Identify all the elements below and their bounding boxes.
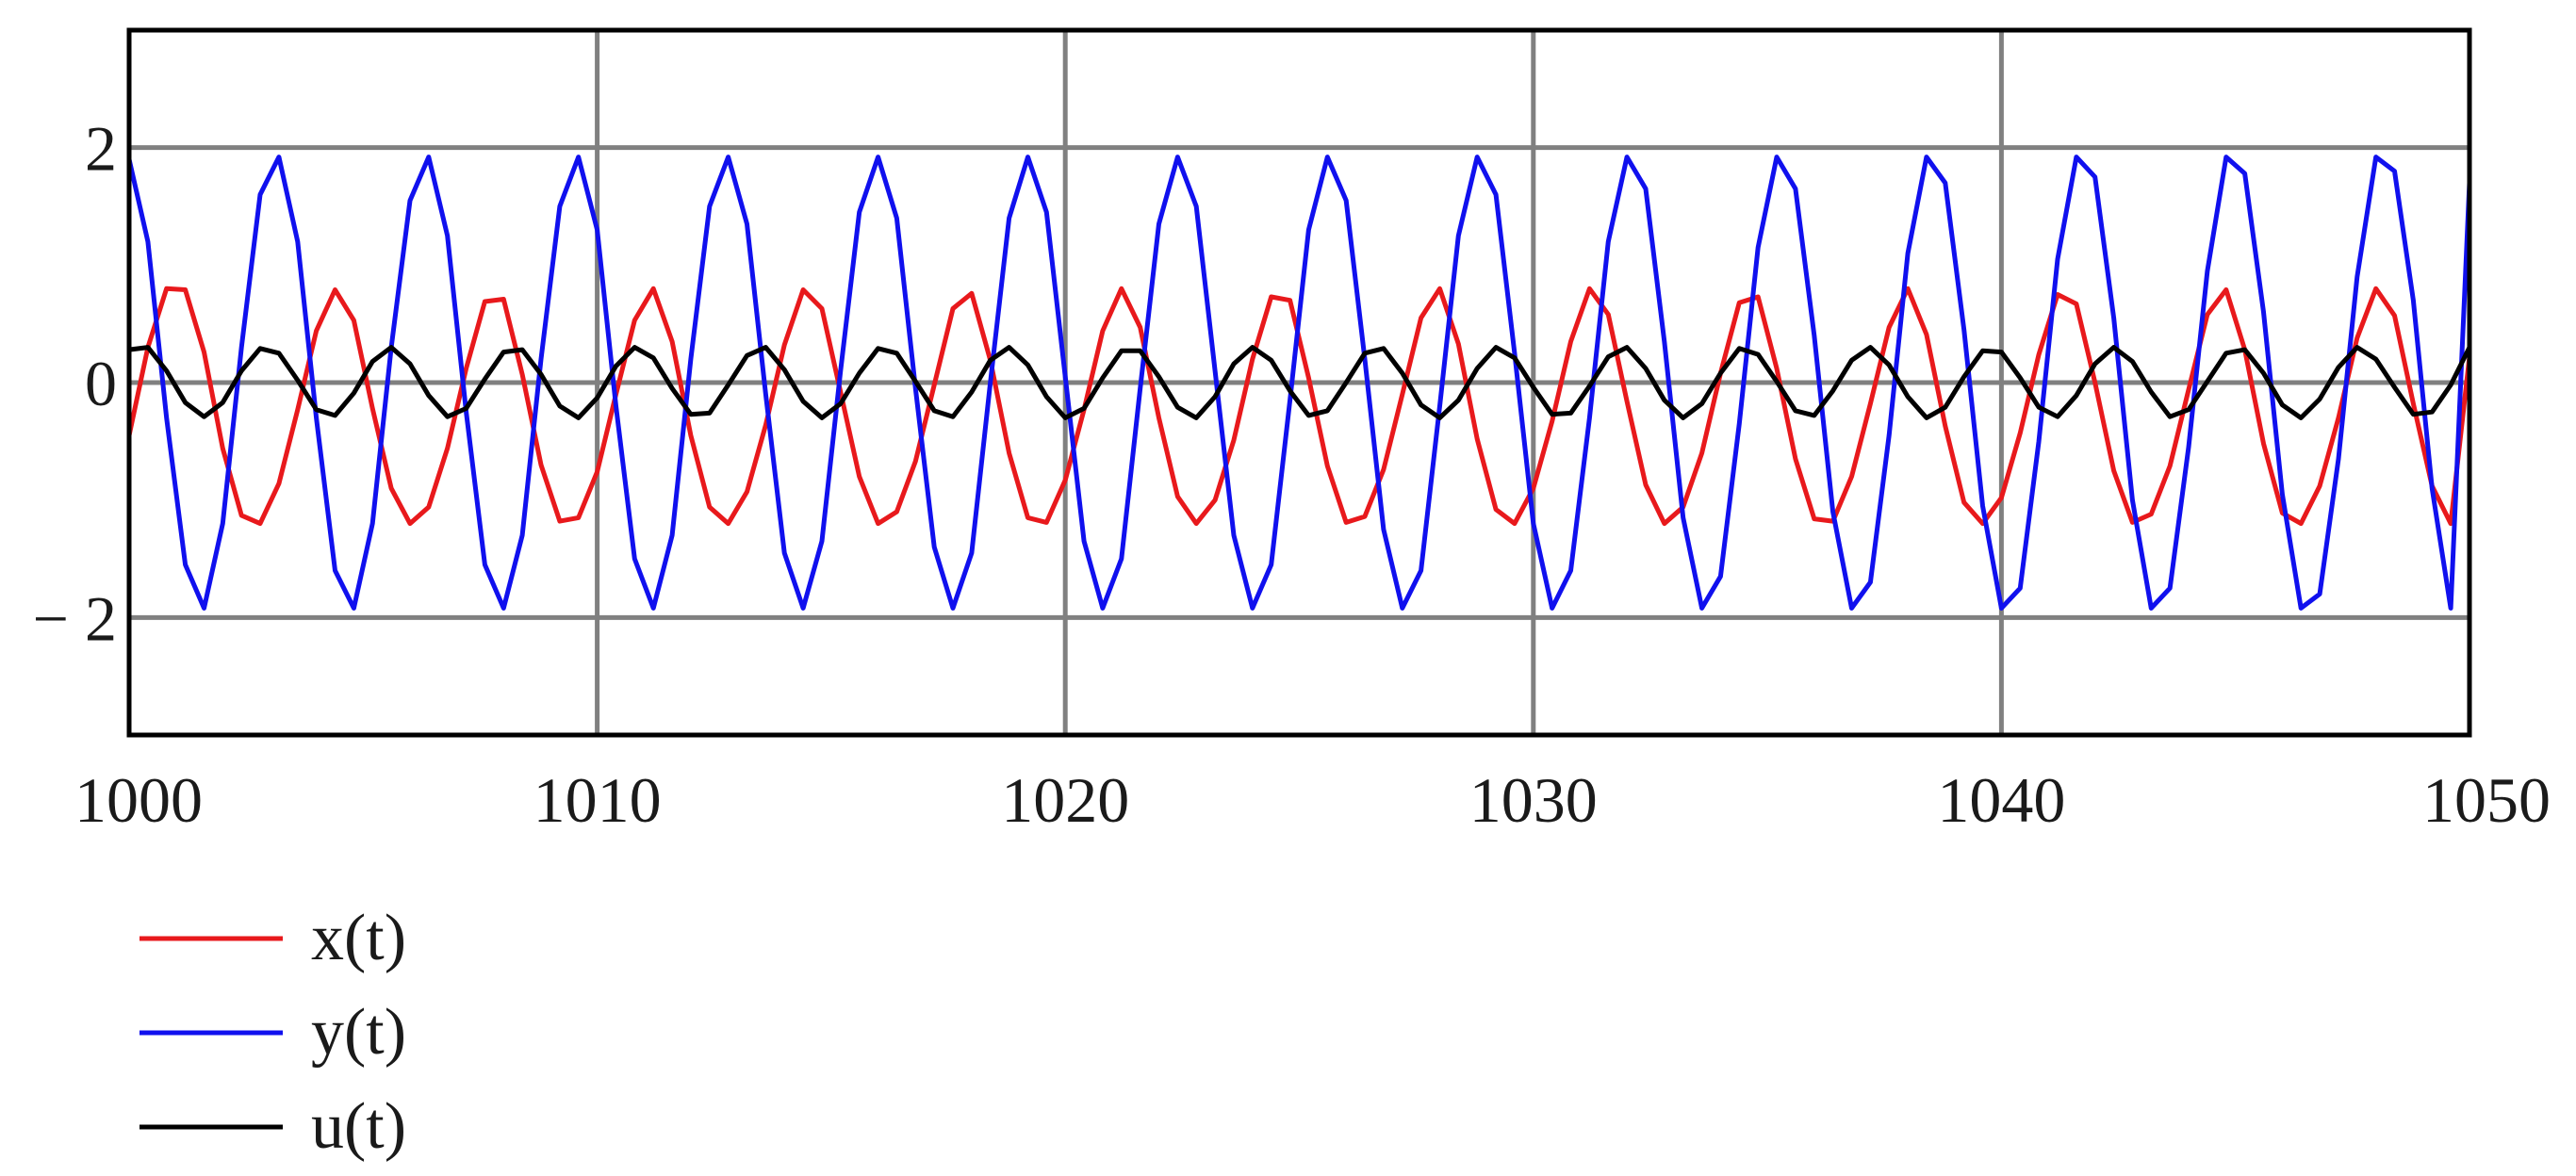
x-tick-label: 1030 xyxy=(1469,764,1598,836)
y-axis-tick-labels: 2 0 − 2 xyxy=(33,113,117,655)
x-tick-label: 1000 xyxy=(74,764,203,836)
series-line-yt xyxy=(126,155,2472,611)
legend-item: y(t) xyxy=(139,996,406,1069)
x-axis-tick-labels: 1000 1010 1020 1030 1040 1050 xyxy=(74,764,2551,836)
series-line-xt xyxy=(126,286,2472,527)
x-tick-label: 1020 xyxy=(1001,764,1129,836)
x-tick-label: 1040 xyxy=(1937,764,2065,836)
x-tick-label: 1010 xyxy=(533,764,662,836)
legend-item: u(t) xyxy=(139,1090,406,1163)
y-tick-label: 2 xyxy=(85,113,117,185)
legend-label: y(t) xyxy=(311,996,406,1069)
legend-label: x(t) xyxy=(311,902,406,974)
y-tick-label: 0 xyxy=(85,348,117,419)
y-tick-label: − 2 xyxy=(33,582,117,654)
series-lines xyxy=(126,155,2472,611)
series-line-ut xyxy=(128,345,2472,420)
legend: x(t) y(t) u(t) xyxy=(139,902,406,1163)
legend-item: x(t) xyxy=(139,902,406,974)
legend-label: u(t) xyxy=(311,1090,406,1163)
x-tick-label: 1050 xyxy=(2422,764,2551,836)
plot-frame xyxy=(126,27,2472,738)
